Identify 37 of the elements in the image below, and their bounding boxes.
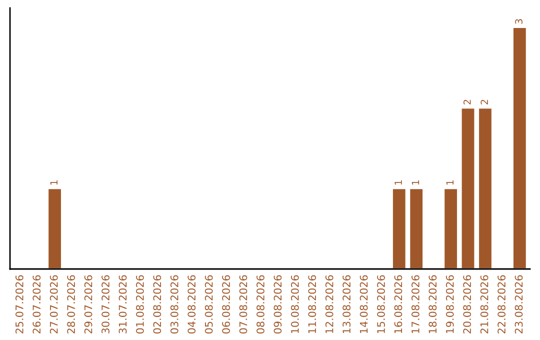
x-tick-label: 19.08.2026 bbox=[446, 275, 454, 334]
x-tick-label: 31.07.2026 bbox=[118, 275, 127, 334]
x-tick-label: 29.07.2026 bbox=[84, 275, 92, 334]
x-tick-label: 09.08.2026 bbox=[274, 275, 282, 334]
data-label: 1 bbox=[446, 180, 454, 185]
x-tick-label: 18.08.2026 bbox=[428, 275, 437, 334]
data-label: 2 bbox=[480, 100, 488, 104]
x-tick-label: 03.08.2026 bbox=[170, 275, 178, 334]
x-tick-label: 15.08.2026 bbox=[377, 275, 385, 334]
x-tick-label: 26.07.2026 bbox=[32, 275, 41, 334]
data-label: 1 bbox=[412, 180, 420, 185]
data-label: 1 bbox=[50, 180, 58, 185]
x-tick-label: 27.07.2026 bbox=[50, 275, 58, 334]
x-tick-label: 30.07.2026 bbox=[102, 275, 110, 334]
x-tick-label: 13.08.2026 bbox=[342, 275, 351, 334]
x-tick-label: 22.08.2026 bbox=[498, 275, 506, 334]
x-tick-label: 20.08.2026 bbox=[463, 275, 472, 334]
x-tick-label: 08.08.2026 bbox=[256, 275, 264, 334]
data-label: 3 bbox=[515, 19, 522, 24]
x-tick-label: 25.07.2026 bbox=[15, 275, 24, 334]
x-tick-label: 05.08.2026 bbox=[204, 275, 213, 334]
x-tick-label: 02.08.2026 bbox=[153, 275, 162, 334]
data-label: 1 bbox=[394, 180, 402, 185]
x-tick-label: 17.08.2026 bbox=[412, 275, 420, 334]
x-tick-label: 01.08.2026 bbox=[136, 275, 144, 334]
x-tick-label: 10.08.2026 bbox=[290, 275, 299, 334]
x-tick-label: 14.08.2026 bbox=[360, 275, 368, 334]
x-tick-label: 07.08.2026 bbox=[239, 275, 248, 334]
x-tick-label: 04.08.2026 bbox=[188, 275, 196, 334]
x-tick-label: 06.08.2026 bbox=[222, 275, 230, 334]
x-tick-label: 11.08.2026 bbox=[308, 275, 316, 334]
x-tick-label: 21.08.2026 bbox=[480, 275, 488, 334]
x-tick-label: 28.07.2026 bbox=[67, 275, 76, 334]
x-tick-label: 16.08.2026 bbox=[394, 275, 402, 334]
x-tick-label: 23.08.2026 bbox=[514, 275, 523, 334]
x-tick-label: 12.08.2026 bbox=[325, 275, 334, 334]
data-label: 2 bbox=[463, 100, 471, 104]
